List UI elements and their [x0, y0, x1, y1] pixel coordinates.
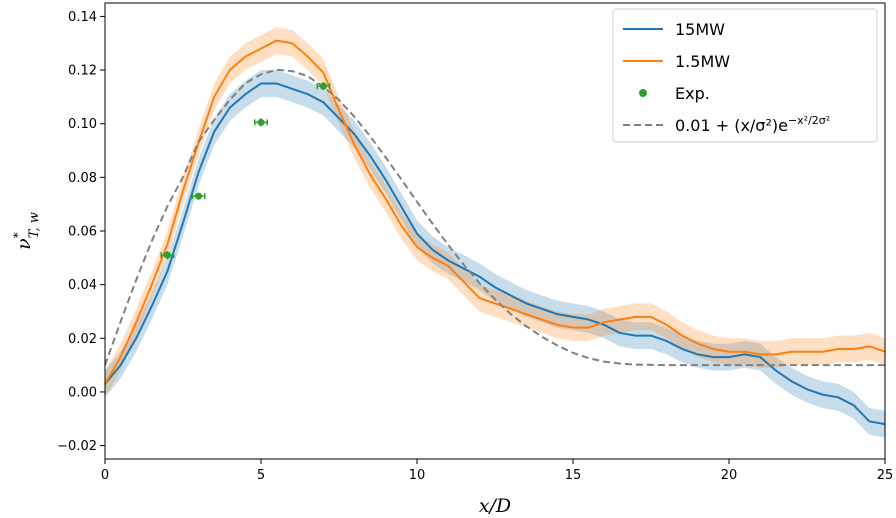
legend-box	[612, 8, 878, 143]
exp-data-point	[191, 192, 206, 200]
series-0-uncertainty-band	[105, 70, 885, 438]
exp-marker	[319, 82, 327, 90]
x-tick-label: 15	[565, 468, 582, 483]
legend-label: 15MW	[675, 20, 725, 39]
legend-entry: 0.01 + (x/σ²)e−x²/2σ²	[623, 114, 830, 135]
x-tick-label: 5	[257, 468, 265, 483]
legend-swatch	[639, 89, 647, 97]
x-tick-label: 10	[409, 468, 426, 483]
x-axis-label: x/D	[479, 495, 511, 517]
x-tick-label: 25	[877, 468, 894, 483]
y-axis-label-text: ν* T, w	[11, 212, 42, 250]
legend-entry: Exp.	[639, 84, 710, 103]
uncertainty-bands	[105, 27, 885, 438]
series-lines	[104, 39, 886, 426]
exp-marker	[257, 118, 265, 126]
y-tick-label: 0.06	[68, 225, 97, 240]
y-tick-label: −0.02	[57, 439, 97, 454]
legend-label: 0.01 + (x/σ²)e−x²/2σ²	[675, 114, 830, 135]
y-tick-label: 0.04	[68, 278, 97, 293]
y-tick-label: 0.12	[68, 64, 97, 79]
legend-label: 1.5MW	[675, 52, 730, 71]
y-axis-label: ν* T, w	[11, 212, 42, 250]
y-tick-label: 0.08	[68, 171, 97, 186]
y-tick-label: 0.10	[68, 117, 97, 132]
y-tick-label: 0.14	[68, 10, 97, 25]
legend-entry: 15MW	[623, 20, 725, 39]
exp-data-point	[254, 118, 268, 127]
x-tick-label: 20	[721, 468, 738, 483]
legend-entry: 1.5MW	[623, 52, 730, 71]
fit-curve-line	[104, 68, 885, 367]
series-0-line	[104, 82, 886, 426]
experimental-points	[160, 82, 331, 260]
legend-label: Exp.	[675, 84, 710, 103]
exp-data-point	[160, 251, 175, 260]
x-tick-label: 0	[101, 468, 109, 483]
axes: 0 5 10 15 20 25 −0.02 0.00 0.02 0.04 0.06 0.08 0.10 0…	[57, 10, 893, 483]
legend: 15MW 1.5MW Exp. 0.01 + (x/σ²)e−x²/2σ²	[612, 8, 878, 143]
y-tick-label: 0.02	[68, 332, 97, 347]
exp-marker	[195, 192, 203, 200]
exp-marker	[163, 251, 171, 259]
y-tick-label: 0.00	[68, 385, 97, 400]
series-1-line	[104, 39, 886, 385]
exp-data-point	[316, 82, 331, 91]
series-1-uncertainty-band	[105, 27, 885, 398]
